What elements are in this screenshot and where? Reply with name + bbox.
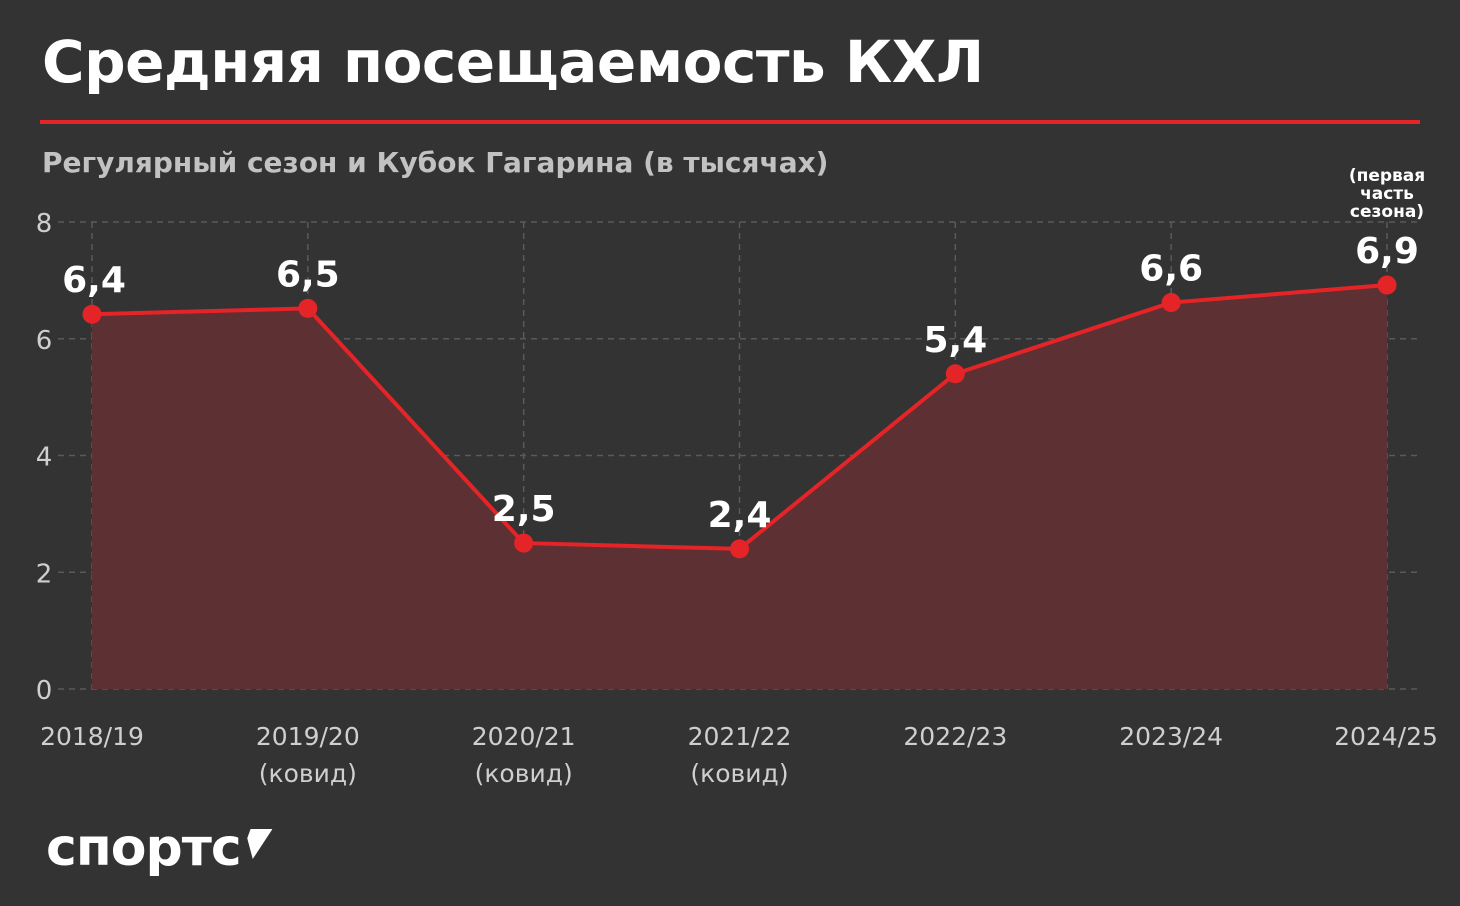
data-point <box>945 364 965 384</box>
data-point <box>298 298 318 318</box>
x-tick-label: 2022/23 <box>903 722 1007 751</box>
data-label: 5,4 <box>923 320 987 361</box>
chart-title: Средняя посещаемость КХЛ <box>42 28 984 96</box>
data-label: 2,4 <box>708 495 772 536</box>
x-tick-label: 2024/25 <box>1334 722 1438 751</box>
attendance-area <box>92 285 1387 689</box>
x-tick-label: 2023/24 <box>1119 722 1223 751</box>
data-point <box>514 533 534 553</box>
data-point <box>82 304 102 324</box>
sports-logo-text: спортс <box>46 818 242 878</box>
area-layer <box>92 285 1387 689</box>
x-tick-note: (ковид) <box>690 759 788 788</box>
data-label: 6,4 <box>62 260 126 301</box>
x-tick-note: (ковид) <box>259 759 357 788</box>
data-point <box>1161 293 1181 313</box>
y-tick-label: 0 <box>36 676 53 706</box>
data-label: 6,9 <box>1355 231 1419 272</box>
x-tick-label: 2019/20 <box>256 722 360 751</box>
axis-layer: 0 2 4 6 8 2018/19 2019/20 (ковид) 2020/21 (ковид)… <box>36 209 1438 788</box>
data-label: 2,5 <box>492 489 556 530</box>
y-tick-label: 4 <box>36 443 53 473</box>
points-layer <box>82 275 1397 559</box>
data-label: 6,5 <box>276 254 340 295</box>
title-divider <box>40 120 1420 124</box>
y-tick-label: 6 <box>36 326 53 356</box>
x-tick-label: 2021/22 <box>688 722 792 751</box>
annotation-line: часть <box>1360 184 1414 204</box>
x-tick-label: 2020/21 <box>472 722 576 751</box>
sports-logo: спортс <box>46 818 267 878</box>
data-point <box>730 539 749 559</box>
x-tick-label: 2018/19 <box>40 722 144 751</box>
y-tick-label: 2 <box>36 559 53 589</box>
annotation-line: (первая <box>1349 166 1425 186</box>
data-point <box>1377 275 1397 295</box>
annotation-line: сезона) <box>1350 202 1424 222</box>
x-tick-note: (ковид) <box>475 759 573 788</box>
y-tick-label: 8 <box>36 209 53 239</box>
data-label: 6,6 <box>1139 249 1203 290</box>
chart-subtitle: Регулярный сезон и Кубок Гагарина (в тыс… <box>42 146 829 179</box>
